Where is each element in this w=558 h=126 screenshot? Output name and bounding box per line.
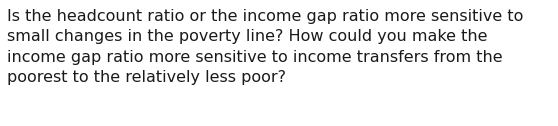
Text: Is the headcount ratio or the income gap ratio more sensitive to
small changes i: Is the headcount ratio or the income gap… (7, 9, 523, 85)
